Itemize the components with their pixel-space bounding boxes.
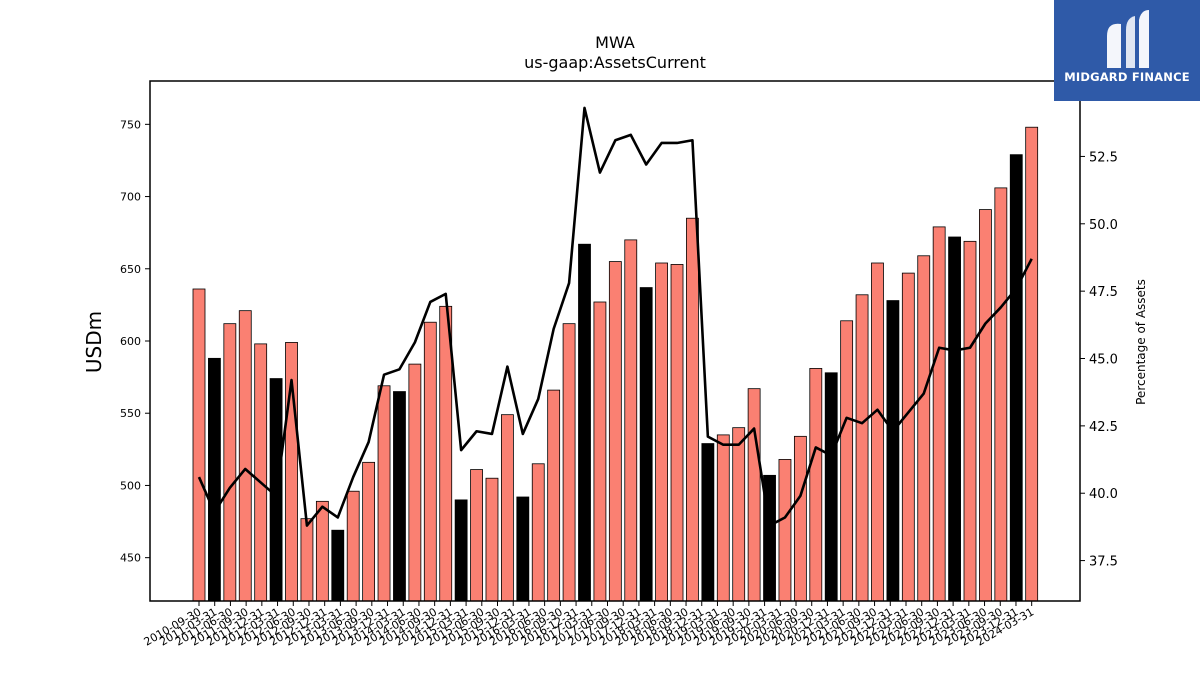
- bar-2021-09-30: [871, 262, 884, 602]
- bar-2019-06-30: [732, 427, 746, 602]
- bar-2020-12-31: [824, 372, 838, 602]
- bar-2023-03-31: [963, 240, 977, 602]
- brand-name: MIDGARD FINANCE: [1064, 70, 1190, 84]
- series-line-percentage-of-assets: [197, 106, 1033, 527]
- brand-mark-icon: [1107, 10, 1149, 68]
- bar-2023-12-31: [1009, 154, 1023, 602]
- y-tick-label-left: 550: [120, 407, 141, 420]
- bar-2012-09-30: [315, 500, 329, 602]
- line-group: [197, 106, 1033, 527]
- bar-2014-12-31: [454, 499, 468, 602]
- bar-2015-09-30: [500, 414, 514, 602]
- bars-group: [192, 126, 1039, 602]
- bar-2012-06-30: [300, 518, 314, 602]
- y-tick-label-right: 47.5: [1089, 285, 1118, 300]
- bar-2024-03-31: [1025, 126, 1039, 602]
- bar-2013-03-31: [346, 490, 360, 602]
- bar-2018-03-31: [655, 262, 668, 602]
- bar-2010-09-30: [192, 288, 206, 602]
- bar-2021-12-31: [886, 300, 900, 602]
- y-tick-label-left: 500: [120, 479, 141, 492]
- bar-2011-03-31: [223, 323, 237, 602]
- chart-title: MWA: [595, 33, 635, 52]
- bar-2021-06-30: [855, 294, 869, 602]
- brand-logo: MIDGARD FINANCE: [1054, 0, 1200, 101]
- bar-2016-09-30: [562, 323, 576, 602]
- y-tick-label-right: 42.5: [1089, 420, 1118, 435]
- bar-2021-03-31: [840, 320, 854, 602]
- bar-2011-06-30: [238, 310, 252, 602]
- bar-2014-03-31: [408, 363, 422, 602]
- bar-2012-12-31: [331, 529, 345, 602]
- bar-2022-03-31: [901, 272, 915, 602]
- y-axis-label-left: USDm: [82, 311, 106, 373]
- bar-2018-09-30: [686, 217, 699, 602]
- bar-2022-06-30: [917, 255, 931, 602]
- y-tick-label-left: 700: [120, 191, 141, 204]
- y-axis-left: 450 500 550 600 650 700 750: [120, 118, 150, 565]
- bar-2023-09-30: [994, 187, 1008, 602]
- bar-2016-06-30: [547, 389, 561, 602]
- y-tick-label-left: 600: [120, 335, 141, 348]
- bar-2015-03-31: [470, 469, 483, 602]
- y-tick-label-right: 52.5: [1089, 150, 1118, 165]
- bar-2013-09-30: [377, 385, 391, 602]
- bar-2023-06-30: [979, 209, 992, 602]
- bar-2017-03-31: [593, 301, 607, 602]
- bar-2016-03-31: [531, 463, 545, 602]
- y-axis-right: 37.5 40.0 42.5 45.0 47.5 50.0 52.5: [1080, 150, 1118, 570]
- bar-2011-09-30: [254, 343, 268, 602]
- bar-2019-03-31: [716, 434, 730, 602]
- y-tick-label-right: 40.0: [1089, 487, 1118, 502]
- bar-2014-09-30: [439, 305, 453, 602]
- bar-2020-06-30: [793, 435, 807, 602]
- bar-2014-06-30: [423, 321, 437, 602]
- bar-2017-09-30: [624, 239, 638, 602]
- y-tick-label-left: 450: [120, 552, 141, 565]
- bar-2013-06-30: [362, 461, 376, 602]
- chart-subtitle: us-gaap:AssetsCurrent: [524, 53, 706, 72]
- bar-2016-12-31: [578, 243, 591, 602]
- y-tick-label-left: 750: [120, 118, 141, 131]
- bar-2017-06-30: [608, 261, 622, 602]
- y-tick-label-right: 37.5: [1089, 555, 1118, 570]
- bar-2010-12-31: [208, 357, 221, 602]
- bar-2015-12-31: [516, 496, 530, 602]
- bar-2017-12-31: [639, 287, 653, 602]
- bar-2018-12-31: [701, 443, 715, 602]
- bar-2020-03-31: [778, 459, 792, 602]
- y-tick-label-right: 45.0: [1089, 353, 1118, 368]
- y-tick-label-right: 50.0: [1089, 218, 1118, 233]
- y-tick-label-left: 650: [120, 263, 141, 276]
- bar-2019-09-30: [747, 388, 761, 602]
- bar-2013-12-31: [393, 391, 406, 602]
- x-axis: 2010-09-302011-03-312011-06-302011-09-30…: [142, 601, 1036, 649]
- bar-2022-12-31: [948, 236, 961, 602]
- y-axis-label-right: Percentage of Assets: [1134, 279, 1148, 405]
- bar-2020-09-30: [809, 368, 823, 602]
- bar-2018-06-30: [670, 264, 684, 602]
- bar-2022-09-30: [932, 226, 946, 602]
- bar-2015-06-30: [485, 477, 499, 602]
